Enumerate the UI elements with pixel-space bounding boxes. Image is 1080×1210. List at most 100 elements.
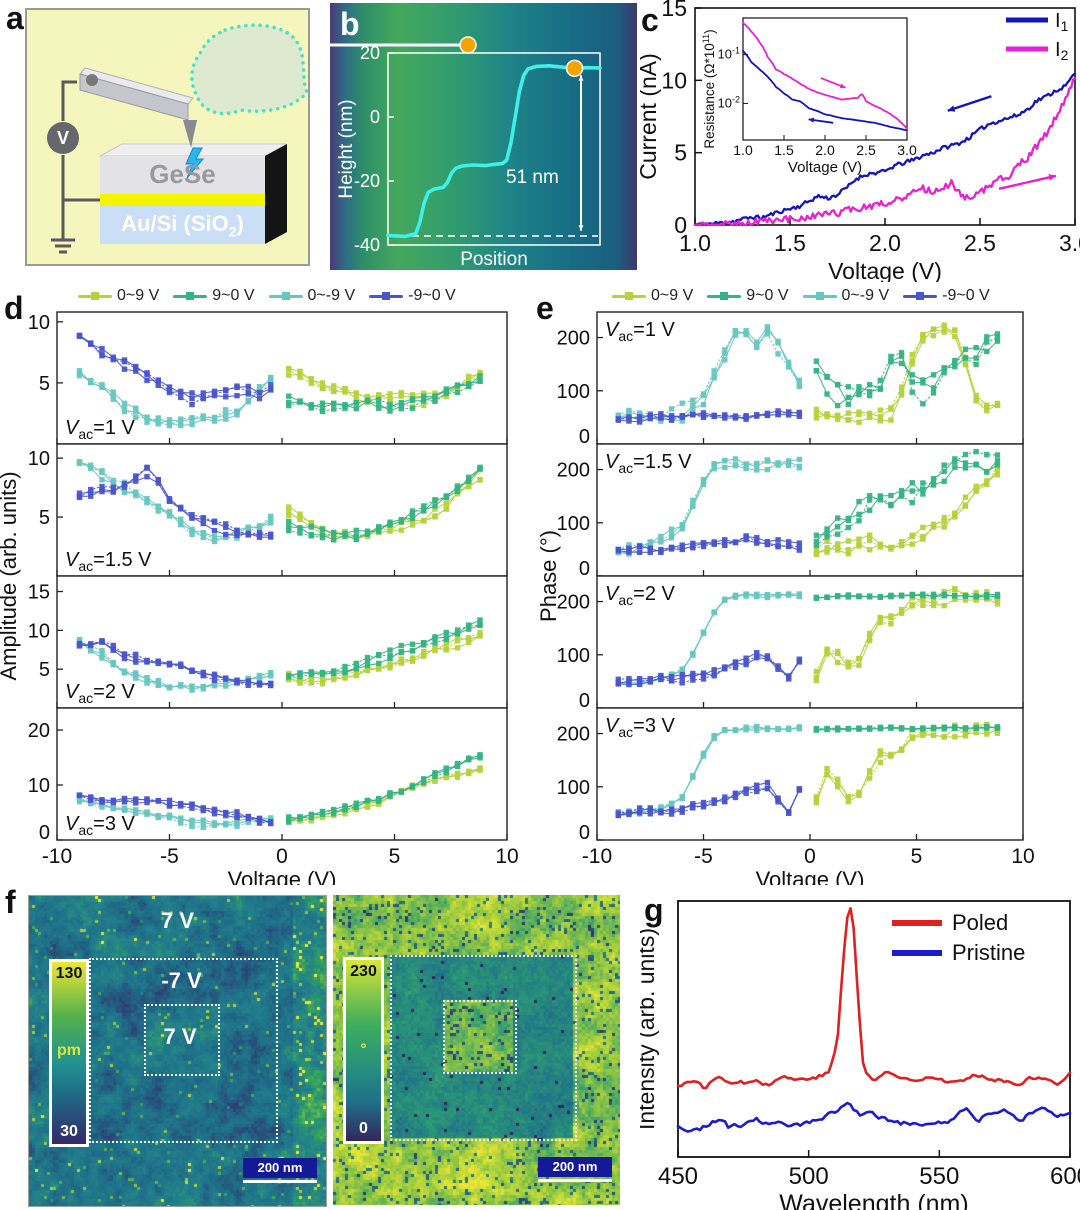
probe-tip bbox=[183, 120, 197, 148]
svg-text:10: 10 bbox=[661, 67, 687, 93]
legend-item: 0~9 V bbox=[612, 287, 693, 305]
svg-text:10: 10 bbox=[495, 845, 518, 868]
device-schematic-drawing bbox=[25, 8, 310, 266]
legend-marker-icon bbox=[369, 291, 404, 300]
svg-text:100: 100 bbox=[557, 381, 590, 403]
svg-text:10: 10 bbox=[1011, 845, 1034, 868]
legend-label: 0~9 V bbox=[651, 287, 694, 304]
legend-label: -9~0 V bbox=[942, 287, 990, 304]
legend-marker-icon bbox=[903, 291, 938, 300]
scale-bar-line bbox=[243, 1180, 317, 1183]
legend-label: 9~0 V bbox=[212, 287, 255, 304]
svg-text:2.5: 2.5 bbox=[856, 142, 876, 158]
substrate-label: Au/Si (SiO2) bbox=[100, 211, 265, 239]
svg-text:0: 0 bbox=[579, 558, 590, 580]
cantilever-mount bbox=[86, 74, 98, 86]
phase-colorbar-gradient bbox=[346, 960, 381, 1141]
legend-item: 0~9 V bbox=[78, 287, 159, 305]
substrate-layer bbox=[100, 206, 265, 244]
svg-text:15: 15 bbox=[28, 582, 50, 604]
svg-text:Vac=1.5 V: Vac=1.5 V bbox=[65, 549, 152, 574]
poled-region-outline-outer bbox=[89, 958, 278, 1143]
pfm-phase-map: 230 ° 0 200 nm bbox=[333, 895, 620, 1205]
iv-curve-panel: 0 5 10 15 1.0 1.5 2.0 2.5 3.0 Current (nA) Voltage… bbox=[640, 0, 1080, 282]
svg-text:-5: -5 bbox=[694, 845, 713, 868]
svg-text:10-1: 10-1 bbox=[718, 46, 740, 62]
svg-text:2.0: 2.0 bbox=[815, 142, 835, 158]
colorbar-min-label: 30 bbox=[60, 1123, 78, 1140]
svg-text:100: 100 bbox=[557, 777, 590, 799]
svg-text:15: 15 bbox=[661, 0, 687, 21]
svg-text:Vac=3 V: Vac=3 V bbox=[605, 715, 676, 740]
svg-text:0: 0 bbox=[579, 822, 590, 844]
svg-text:Wavelength (nm): Wavelength (nm) bbox=[779, 1190, 968, 1210]
amplitude-colorbar: 130 pm 30 bbox=[49, 959, 89, 1147]
legend-item: -9~0 V bbox=[369, 287, 456, 305]
legend-item: 9~0 V bbox=[173, 287, 255, 305]
scale-bar-line bbox=[538, 1179, 612, 1182]
svg-text:200: 200 bbox=[557, 460, 590, 482]
scale-bar-label: 200 nm bbox=[243, 1158, 317, 1178]
svg-text:2.5: 2.5 bbox=[964, 230, 996, 256]
colorbar-min-label: 0 bbox=[359, 1120, 368, 1137]
colorbar-max-label: 130 bbox=[55, 965, 83, 982]
legend-item: 9~0 V bbox=[707, 287, 789, 305]
legend-item: 0~-9 V bbox=[268, 287, 356, 305]
shg-spectrum-panel: 450 500 550 600 Wavelength (nm) Intensity (ar… bbox=[640, 900, 1080, 1210]
gese-layer bbox=[100, 156, 265, 194]
svg-text:5: 5 bbox=[674, 140, 687, 166]
electrode-layer bbox=[100, 194, 265, 206]
svg-text:Resistance (Ω*1011): Resistance (Ω*1011) bbox=[701, 29, 717, 148]
scale-bar-label: 200 nm bbox=[538, 1157, 612, 1177]
svg-text:10: 10 bbox=[28, 312, 50, 334]
colorbar-max-label: 230 bbox=[350, 963, 377, 980]
substrate-label-sub: 2 bbox=[228, 223, 237, 240]
legend-label: 0~-9 V bbox=[841, 287, 890, 304]
svg-text:500: 500 bbox=[789, 1163, 829, 1190]
svg-text:Phase (°): Phase (°) bbox=[540, 530, 561, 622]
svg-text:51 nm: 51 nm bbox=[506, 167, 559, 188]
legend-marker-icon bbox=[173, 291, 208, 300]
svg-text:10: 10 bbox=[28, 448, 50, 470]
poled-region-outline-outer bbox=[390, 955, 577, 1141]
amplitude-colorbar-gradient bbox=[52, 962, 86, 1144]
svg-text:10-2: 10-2 bbox=[718, 94, 740, 110]
amplitude-legend: 0~9 V 9~0 V 0~-9 V -9~0 V bbox=[78, 286, 456, 306]
svg-text:-10: -10 bbox=[42, 845, 72, 868]
substrate-label-suffix: ) bbox=[236, 211, 244, 236]
svg-text:0: 0 bbox=[276, 845, 288, 868]
svg-text:Vac=1 V: Vac=1 V bbox=[65, 417, 136, 442]
svg-text:Vac=2 V: Vac=2 V bbox=[65, 681, 136, 706]
svg-text:1.5: 1.5 bbox=[774, 142, 794, 158]
pfm-amplitude-map: 7 V -7 V 7 V 130 pm 30 200 nm bbox=[28, 895, 327, 1207]
outer-voltage-label: 7 V bbox=[160, 908, 195, 933]
svg-text:3.0: 3.0 bbox=[897, 142, 917, 158]
svg-text:600: 600 bbox=[1050, 1163, 1080, 1190]
panel-e-letter: e bbox=[536, 290, 554, 326]
svg-text:5: 5 bbox=[389, 845, 401, 868]
svg-text:Pristine: Pristine bbox=[952, 940, 1025, 965]
svg-text:20: 20 bbox=[28, 720, 50, 742]
svg-text:450: 450 bbox=[658, 1163, 698, 1190]
svg-text:Voltage (V): Voltage (V) bbox=[788, 159, 862, 176]
colorbar-unit-label: pm bbox=[57, 1042, 81, 1060]
colorbar-unit-label: ° bbox=[360, 1041, 367, 1059]
poled-region-outline-inner bbox=[144, 1004, 220, 1076]
svg-text:Position: Position bbox=[460, 249, 528, 270]
svg-text:Voltage (V): Voltage (V) bbox=[228, 867, 337, 885]
legend-marker-icon bbox=[612, 291, 646, 300]
legend-label: -9~0 V bbox=[408, 287, 456, 304]
svg-text:I2: I2 bbox=[1055, 39, 1069, 63]
svg-text:20: 20 bbox=[360, 43, 380, 63]
panel-b-letter: b bbox=[340, 6, 360, 42]
voltmeter-circle bbox=[47, 122, 79, 154]
mid-voltage-label: -7 V bbox=[161, 968, 202, 993]
panel-a-letter: a bbox=[6, 0, 24, 36]
svg-text:1.5: 1.5 bbox=[774, 230, 806, 256]
svg-text:0: 0 bbox=[804, 845, 816, 868]
stack-side-face bbox=[265, 144, 287, 244]
legend-label: 0~-9 V bbox=[307, 287, 356, 304]
svg-text:Amplitude (arb. units): Amplitude (arb. units) bbox=[0, 471, 21, 680]
